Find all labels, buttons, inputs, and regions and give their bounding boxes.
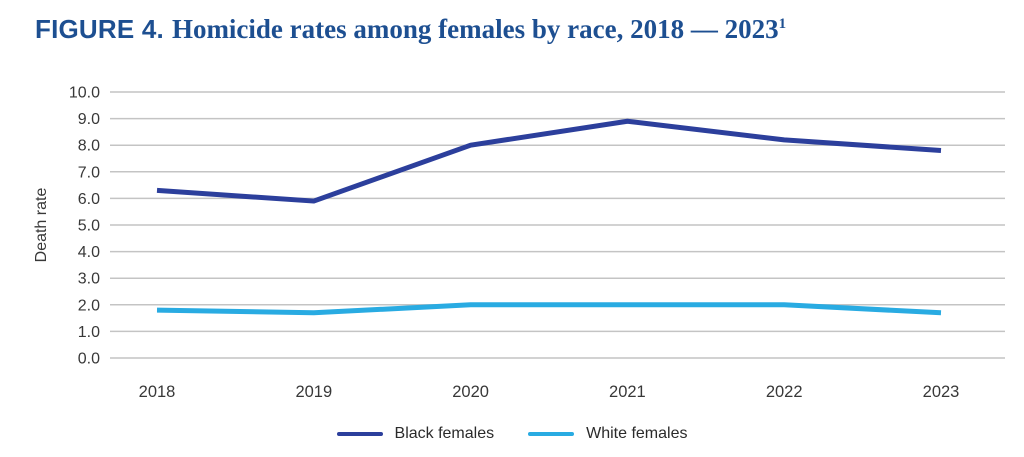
y-axis-title: Death rate [33, 188, 50, 263]
x-tick-label: 2023 [923, 383, 960, 401]
y-tick-label: 2.0 [78, 297, 100, 314]
legend-item-white-females: White females [528, 425, 687, 443]
y-tick-label: 5.0 [78, 218, 100, 235]
series-line-white-females [156, 302, 942, 316]
y-tick-label: 9.0 [78, 111, 100, 128]
legend-item-black-females: Black females [336, 425, 495, 443]
figure-title-prefix: FIGURE 4. [35, 14, 164, 44]
y-tick-label: 10.0 [69, 85, 100, 102]
y-tick-label: 8.0 [78, 138, 100, 155]
y-tick-label: 7.0 [78, 164, 100, 181]
x-tick-label: 2022 [766, 383, 803, 401]
x-tick-label: 2020 [452, 383, 489, 401]
figure-title-footnote-marker: 1 [778, 16, 787, 32]
series-line-black-females [156, 118, 942, 204]
x-tick-label: 2018 [139, 383, 176, 401]
figure-title: FIGURE 4. Homicide rates among females by… [35, 14, 786, 45]
legend-line-swatch [528, 432, 575, 436]
y-tick-label: 4.0 [78, 244, 100, 261]
legend-label: White females [586, 425, 688, 442]
x-tick-label: 2021 [609, 383, 646, 401]
legend-line-swatch [336, 432, 383, 436]
legend-label: Black females [394, 425, 495, 442]
y-tick-label: 3.0 [78, 271, 100, 288]
y-tick-label: 1.0 [78, 324, 100, 341]
x-tick-label: 2019 [295, 383, 332, 401]
chart-legend: Black females White females [0, 420, 1024, 448]
y-tick-label: 6.0 [78, 191, 100, 208]
y-tick-label: 0.0 [78, 351, 100, 368]
figure-title-text: Homicide rates among females by race, 20… [171, 14, 787, 44]
